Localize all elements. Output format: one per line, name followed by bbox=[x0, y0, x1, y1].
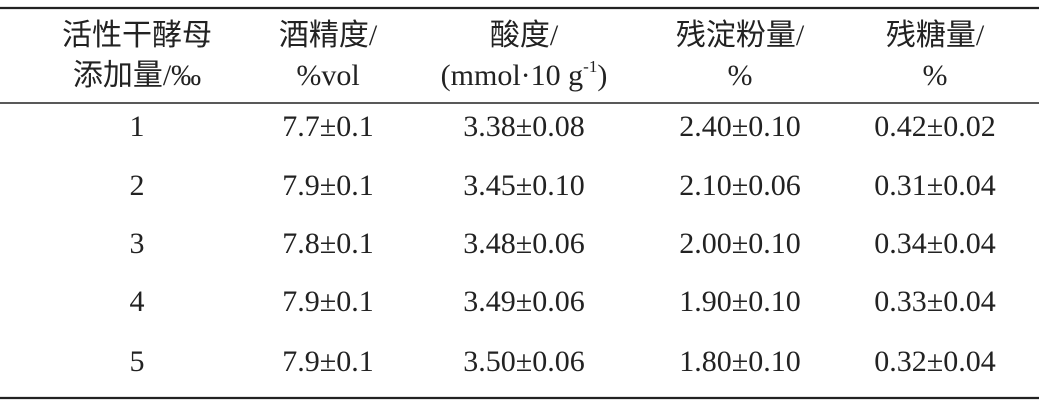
cell-text: 3.45±0.10 bbox=[463, 169, 584, 202]
cell-text: 3.50±0.06 bbox=[463, 345, 584, 378]
cell-text: 2.10±0.06 bbox=[679, 169, 800, 202]
header-segment: 酒精度/ bbox=[279, 19, 378, 52]
header-segment: %vol bbox=[296, 59, 359, 92]
header-segment: % bbox=[923, 59, 948, 92]
cell-text: 2.40±0.10 bbox=[679, 110, 800, 143]
header-segment: 残糖量/ bbox=[886, 19, 985, 52]
cell-text: 3.38±0.08 bbox=[463, 110, 584, 143]
header-segment: 残淀粉量/ bbox=[676, 19, 805, 52]
cell-text: 2 bbox=[130, 169, 145, 202]
cell-text: 5 bbox=[130, 345, 145, 378]
cell-text: 0.32±0.04 bbox=[874, 345, 995, 378]
header-text: 残淀粉量/ bbox=[676, 19, 805, 52]
header-segment: 活性干酵母 bbox=[62, 19, 212, 52]
cell-text: 0.31±0.04 bbox=[874, 169, 995, 202]
header-segment: 酸度/ bbox=[490, 19, 559, 52]
cell-text: 0.33±0.04 bbox=[874, 285, 995, 318]
header-text: % bbox=[728, 59, 753, 92]
header-segment: % bbox=[728, 59, 753, 92]
header-segment: ) bbox=[597, 59, 607, 92]
header-text: 酸度/ bbox=[490, 19, 559, 52]
cell-text: 3.48±0.06 bbox=[463, 227, 584, 260]
header-text: 添加量/‰ bbox=[73, 59, 201, 92]
superscript: -1 bbox=[583, 57, 597, 76]
cell-text: 7.8±0.1 bbox=[282, 227, 373, 260]
cell-text: 7.9±0.1 bbox=[282, 345, 373, 378]
cell-text: 2.00±0.10 bbox=[679, 227, 800, 260]
header-text: 活性干酵母 bbox=[62, 19, 212, 52]
header-text: (mmol·10 g-1) bbox=[441, 57, 608, 92]
header-text: 残糖量/ bbox=[886, 19, 985, 52]
header-segment: 添加量/‰ bbox=[73, 59, 201, 92]
header-text: % bbox=[923, 59, 948, 92]
cell-text: 4 bbox=[130, 285, 145, 318]
cell-text: 7.9±0.1 bbox=[282, 285, 373, 318]
header-segment: (mmol·10 g bbox=[441, 59, 584, 92]
cell-text: 3 bbox=[130, 227, 145, 260]
header-text: 酒精度/ bbox=[279, 19, 378, 52]
cell-text: 1 bbox=[130, 110, 145, 143]
cell-text: 0.34±0.04 bbox=[874, 227, 995, 260]
cell-text: 7.7±0.1 bbox=[282, 110, 373, 143]
cell-text: 3.49±0.06 bbox=[463, 285, 584, 318]
cell-text: 0.42±0.02 bbox=[874, 110, 995, 143]
cell-text: 1.80±0.10 bbox=[679, 345, 800, 378]
cell-text: 1.90±0.10 bbox=[679, 285, 800, 318]
header-text: %vol bbox=[296, 59, 359, 92]
cell-text: 7.9±0.1 bbox=[282, 169, 373, 202]
